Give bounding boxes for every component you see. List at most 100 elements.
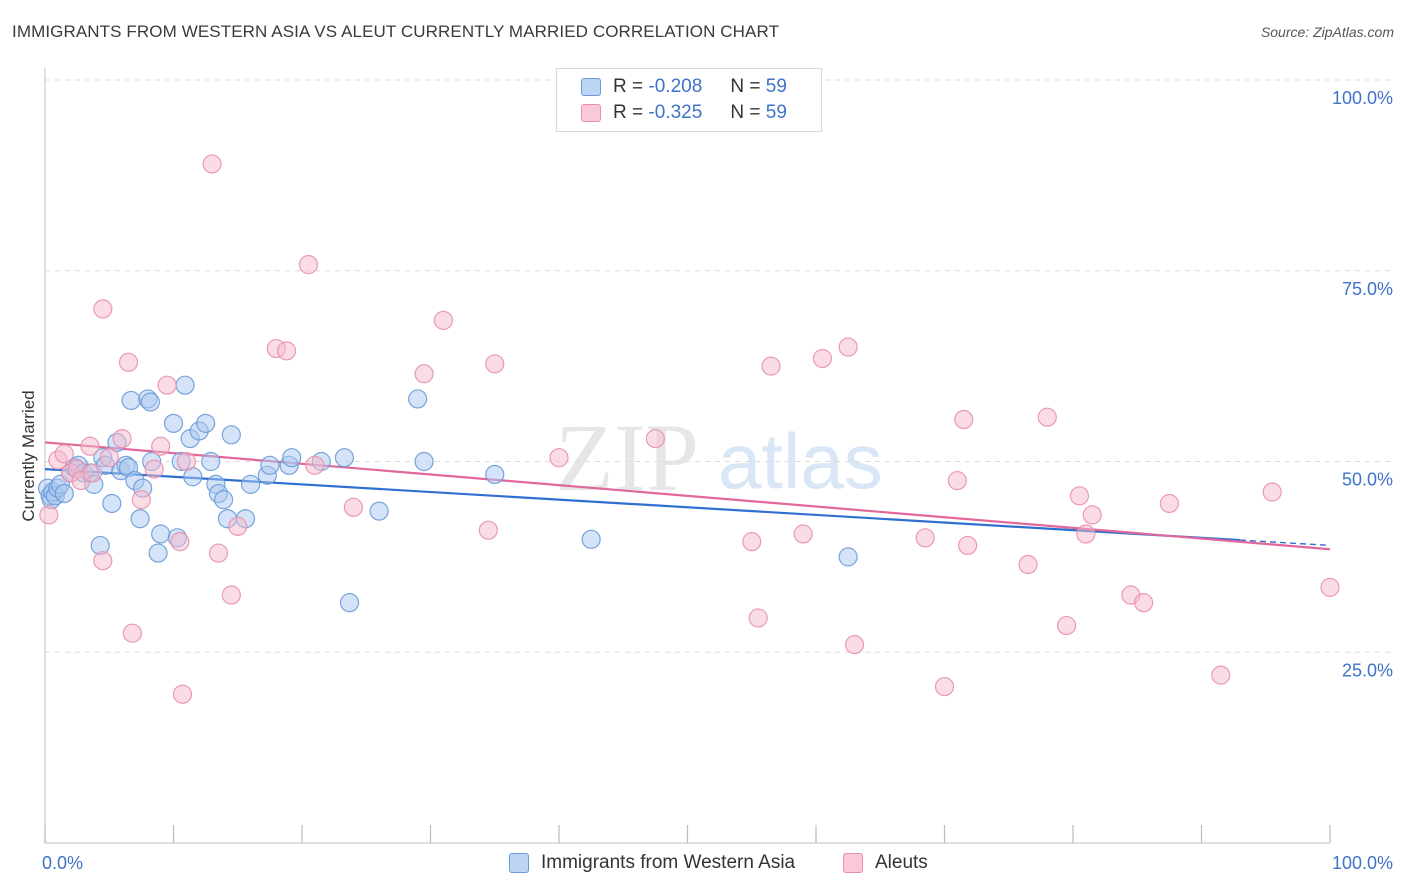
point-aleuts (157, 375, 177, 395)
legend-swatch-blue (509, 853, 529, 873)
y-tick-label: 75.0% (1342, 279, 1393, 299)
legend-swatch-pink (581, 104, 601, 122)
trend-line-western-asia-extension (1240, 539, 1331, 547)
point-western-asia (241, 474, 261, 494)
point-aleuts (202, 154, 222, 174)
point-western-asia (339, 593, 360, 613)
point-western-asia (414, 451, 434, 472)
point-aleuts (1018, 554, 1038, 575)
legend-item-western-asia: Immigrants from Western Asia (509, 852, 795, 874)
point-western-asia (121, 390, 141, 411)
point-aleuts (748, 608, 768, 628)
y-tick-label: 100.0% (1332, 88, 1393, 108)
legend-label-aleuts: Aleuts (875, 852, 928, 873)
point-western-asia (130, 509, 150, 529)
point-aleuts (39, 505, 59, 525)
legend-swatch-pink (843, 853, 863, 873)
point-aleuts (1069, 486, 1090, 506)
point-aleuts (742, 532, 762, 552)
y-tick-label: 50.0% (1342, 470, 1393, 490)
chart-title: IMMIGRANTS FROM WESTERN ASIA VS ALEUT CU… (12, 22, 780, 41)
point-aleuts (1037, 407, 1057, 427)
point-western-asia (163, 413, 184, 433)
point-aleuts (838, 337, 858, 357)
point-western-asia (838, 547, 858, 567)
source-attribution: Source: ZipAtlas.com (1260, 24, 1394, 40)
point-aleuts (298, 255, 319, 275)
point-aleuts (1159, 493, 1179, 514)
point-aleuts (433, 310, 453, 330)
point-western-asia (221, 425, 241, 445)
point-aleuts (1056, 615, 1077, 636)
n-label: N = (730, 76, 761, 97)
point-western-asia (334, 448, 355, 468)
point-aleuts (1262, 482, 1282, 502)
point-aleuts (208, 543, 229, 563)
point-aleuts (934, 676, 955, 697)
point-western-asia (485, 464, 505, 485)
point-western-asia (148, 543, 168, 563)
r-value: -0.325 (648, 102, 703, 123)
point-western-asia (260, 455, 280, 475)
point-aleuts (131, 490, 151, 510)
legend-item-aleuts: Aleuts (843, 852, 928, 874)
point-western-asia (54, 483, 74, 504)
point-aleuts (549, 448, 569, 468)
point-aleuts (144, 459, 164, 479)
x-tick-label: 0.0% (42, 853, 83, 873)
point-western-asia (201, 451, 221, 472)
point-aleuts (478, 520, 498, 540)
n-value: 59 (765, 76, 787, 97)
axes (44, 68, 1331, 844)
legend-row-aleuts: R = -0.325 N = 59 (557, 101, 787, 125)
point-aleuts (954, 409, 974, 430)
legend-row-western-asia: R = -0.208 N = 59 (557, 75, 787, 99)
legend-label-western-asia: Immigrants from Western Asia (541, 852, 796, 873)
point-aleuts (947, 470, 967, 491)
point-aleuts (1082, 505, 1102, 525)
point-aleuts (176, 451, 196, 472)
point-aleuts (82, 463, 103, 483)
point-aleuts (958, 535, 978, 556)
point-western-asia (369, 501, 389, 521)
n-label: N = (730, 102, 761, 123)
watermark-zip: ZIP (555, 404, 699, 511)
point-aleuts (761, 356, 781, 376)
series-legend: Immigrants from Western Asia Aleuts (0, 852, 1406, 878)
point-aleuts (343, 497, 363, 517)
point-aleuts (93, 299, 113, 319)
point-aleuts (1211, 665, 1231, 685)
r-label: R = (613, 102, 644, 123)
point-aleuts (122, 623, 142, 643)
point-aleuts (305, 455, 325, 475)
gridlines (45, 79, 1392, 653)
point-western-asia (282, 448, 302, 468)
point-aleuts (118, 352, 139, 372)
point-aleuts (170, 532, 190, 552)
point-aleuts (93, 551, 113, 571)
point-aleuts (80, 436, 100, 456)
r-value: -0.208 (648, 76, 703, 97)
point-aleuts (1134, 593, 1154, 613)
y-axis-label: Currently Married (19, 390, 38, 521)
watermark: ZIP atlas (555, 404, 883, 511)
point-aleuts (112, 429, 132, 449)
point-aleuts (172, 684, 193, 704)
point-western-asia (102, 493, 122, 514)
trend-line-aleuts (44, 441, 1331, 551)
point-aleuts (915, 528, 935, 548)
point-aleuts (793, 524, 813, 544)
point-aleuts (228, 516, 248, 536)
point-aleuts (812, 348, 833, 369)
point-aleuts (1320, 577, 1340, 597)
point-aleuts (221, 585, 241, 605)
point-aleuts (844, 635, 865, 655)
point-western-asia (151, 524, 171, 544)
n-value: 59 (765, 102, 787, 123)
data-points (37, 154, 1340, 704)
point-aleuts (99, 448, 119, 468)
point-western-asia (214, 490, 234, 510)
legend-swatch-blue (581, 78, 601, 96)
tick-labels: 25.0% 50.0% 75.0% 100.0% 0.0% 100.0% (42, 88, 1393, 873)
